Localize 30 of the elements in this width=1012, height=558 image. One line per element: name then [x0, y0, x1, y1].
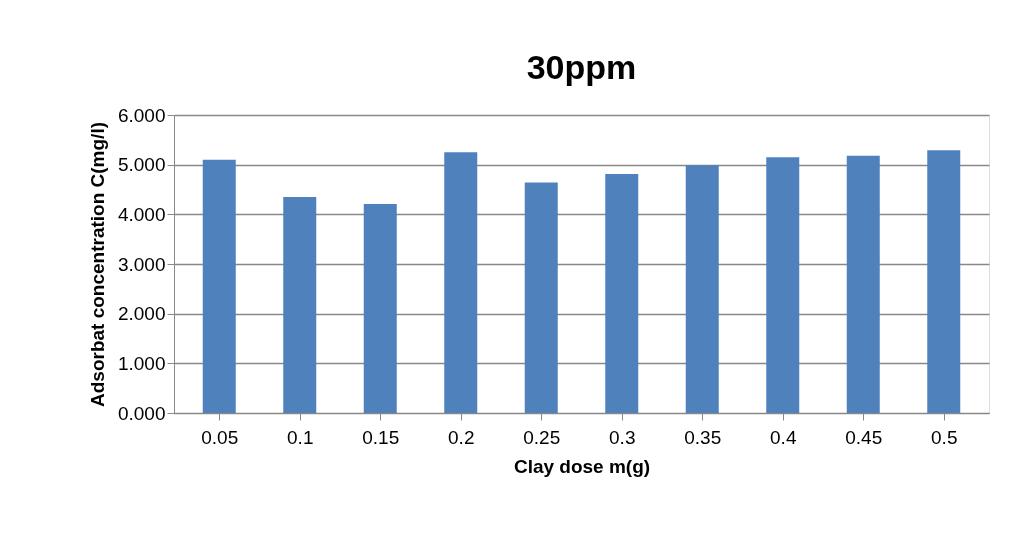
y-tick-label: 2.000	[117, 303, 166, 325]
x-tick-label: 0.15	[362, 426, 400, 448]
bar	[846, 155, 880, 413]
x-tick-label: 0.05	[201, 426, 239, 448]
x-tick-label: 0.45	[845, 426, 883, 448]
bar	[363, 203, 397, 413]
y-axis-title: Adsorbat concentration C(mg/l)	[86, 121, 108, 408]
bar	[927, 150, 961, 413]
bar	[766, 157, 800, 413]
chart-title: 30ppm	[526, 48, 637, 86]
bar	[444, 152, 478, 413]
bar	[202, 159, 236, 413]
bar	[283, 196, 317, 413]
x-axis-title: Clay dose m(g)	[513, 455, 651, 477]
y-tick-label: 6.000	[117, 104, 166, 126]
y-tick-label: 4.000	[117, 203, 166, 225]
y-tick-label: 3.000	[117, 253, 166, 275]
bar	[685, 165, 719, 413]
x-tick-label: 0.35	[684, 426, 722, 448]
x-tick-label: 0.25	[523, 426, 561, 448]
x-tick-label: 0.4	[770, 426, 797, 448]
y-tick-label: 1.000	[117, 352, 166, 374]
x-tick-label: 0.2	[448, 426, 475, 448]
x-tick-label: 0.3	[609, 426, 636, 448]
y-tick-label: 0.000	[117, 402, 166, 424]
x-tick-label: 0.5	[931, 426, 958, 448]
bar	[524, 182, 558, 413]
y-tick-label: 5.000	[117, 154, 166, 176]
x-tick-label: 0.1	[287, 426, 314, 448]
bar	[605, 174, 639, 413]
